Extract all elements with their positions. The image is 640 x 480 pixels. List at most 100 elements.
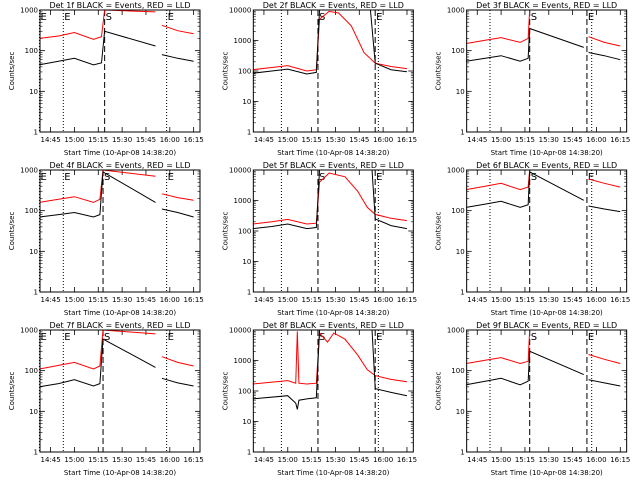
y-tick-label: 10000 [229, 167, 251, 175]
x-tick-label: 15:45 [349, 456, 369, 464]
y-tick-label: 1000 [447, 7, 465, 15]
x-tick-label: 15:30 [112, 296, 132, 304]
x-tick-label: 15:30 [539, 456, 559, 464]
x-tick-label: 15:30 [325, 456, 345, 464]
y-tick-label: 1000 [20, 167, 38, 175]
x-tick-label: 15:45 [136, 296, 156, 304]
panel-det1f: Det 1f BLACK = Events, RED = LLD Counts/s… [8, 1, 204, 157]
x-tick-label: 15:45 [349, 296, 369, 304]
y-tick-label: 100 [238, 388, 251, 396]
events-series-line [466, 27, 621, 62]
marker-label: E [40, 332, 46, 343]
x-tick-label: 15:45 [563, 456, 583, 464]
chart-title: Det 8f BLACK = Events, RED = LLD [263, 321, 404, 330]
y-tick-label: 1 [460, 129, 464, 137]
x-tick-label: 15:45 [136, 136, 156, 144]
events-series-line [252, 9, 407, 75]
x-tick-label: 16:15 [184, 456, 204, 464]
x-tick-label: 15:30 [112, 136, 132, 144]
y-axis-label: Counts/sec [8, 52, 16, 91]
x-tick-label: 15:00 [278, 136, 298, 144]
events-series-line [466, 350, 621, 387]
x-axis-label: Start Time (10-Apr-08 14:38:20) [64, 309, 176, 317]
marker-label: E [40, 172, 46, 183]
x-tick-label: 15:15 [302, 136, 322, 144]
x-axis-label: Start Time (10-Apr-08 14:38:20) [277, 469, 389, 477]
x-tick-label: 15:45 [563, 136, 583, 144]
marker-label: S [104, 172, 110, 183]
x-tick-label: 14:45 [41, 136, 61, 144]
events-series-line [466, 171, 621, 213]
events-series-line [39, 171, 194, 218]
y-axis-label: Counts/sec [435, 52, 443, 91]
x-tick-label: 16:15 [610, 296, 630, 304]
x-axis-label: Start Time (10-Apr-08 14:38:20) [64, 469, 176, 477]
panel-det8f: Det 8f BLACK = Events, RED = LLD Counts/s… [221, 321, 417, 477]
plot-frame [466, 329, 628, 453]
x-tick-label: 16:00 [160, 296, 180, 304]
lld-series-line [252, 172, 408, 225]
chart-title: Det 4f BLACK = Events, RED = LLD [49, 161, 190, 170]
marker-label: E [64, 172, 70, 183]
marker-label: E [376, 12, 382, 23]
lld-series-line [466, 9, 621, 47]
x-tick-label: 14:45 [41, 296, 61, 304]
y-tick-label: 100 [238, 68, 251, 76]
y-tick-label: 1 [460, 289, 464, 297]
x-tick-label: 15:00 [491, 296, 511, 304]
marker-label: E [40, 12, 46, 23]
events-series-line [252, 329, 408, 410]
x-tick-label: 16:00 [373, 136, 393, 144]
chart-title: Det 3f BLACK = Events, RED = LLD [476, 1, 617, 10]
marker-label: S [104, 332, 110, 343]
x-tick-label: 15:30 [325, 136, 345, 144]
y-tick-label: 1000 [447, 327, 465, 335]
x-tick-label: 15:00 [491, 456, 511, 464]
lld-series-line [252, 331, 408, 385]
chart-title: Det 6f BLACK = Events, RED = LLD [476, 161, 617, 170]
events-series-line [39, 30, 194, 66]
x-tick-label: 15:15 [88, 296, 108, 304]
events-series-line [252, 169, 408, 230]
x-tick-label: 15:00 [491, 136, 511, 144]
y-axis-label: Counts/sec [221, 52, 229, 91]
x-tick-label: 14:45 [467, 456, 487, 464]
x-tick-label: 14:45 [254, 296, 274, 304]
x-tick-label: 16:00 [586, 136, 606, 144]
marker-label: E [64, 12, 70, 23]
y-tick-label: 10 [29, 408, 38, 416]
x-tick-label: 15:30 [539, 296, 559, 304]
marker-label: S [319, 332, 325, 343]
x-tick-label: 15:00 [64, 136, 84, 144]
x-tick-label: 15:15 [302, 456, 322, 464]
y-axis-label: Counts/sec [8, 212, 16, 251]
x-tick-label: 14:45 [41, 456, 61, 464]
marker-label: E [168, 12, 174, 23]
y-tick-label: 1000 [20, 7, 38, 15]
x-tick-label: 16:15 [397, 136, 417, 144]
panel-det3f: Det 3f BLACK = Events, RED = LLD Counts/s… [435, 1, 631, 157]
plot-frame [252, 169, 414, 293]
y-tick-label: 100 [451, 47, 464, 55]
x-tick-label: 15:00 [64, 296, 84, 304]
panel-det7f: Det 7f BLACK = Events, RED = LLD Counts/s… [8, 321, 204, 477]
y-tick-label: 10000 [229, 327, 251, 335]
y-tick-label: 1000 [234, 197, 252, 205]
y-tick-label: 10000 [229, 7, 251, 15]
y-tick-label: 10 [242, 258, 251, 266]
x-tick-label: 15:00 [64, 456, 84, 464]
y-tick-label: 1000 [20, 327, 38, 335]
y-axis-label: Counts/sec [435, 212, 443, 251]
y-tick-label: 10 [456, 248, 465, 256]
plot-frame [466, 9, 628, 133]
y-tick-label: 100 [25, 367, 38, 375]
x-tick-label: 16:00 [586, 296, 606, 304]
y-tick-label: 1000 [447, 167, 465, 175]
plot-frame [252, 9, 414, 133]
y-tick-label: 10 [29, 88, 38, 96]
panel-det4f: Det 4f BLACK = Events, RED = LLD Counts/s… [8, 161, 204, 317]
y-tick-label: 10 [29, 248, 38, 256]
plot-frame [39, 9, 201, 133]
x-tick-label: 15:30 [325, 296, 345, 304]
